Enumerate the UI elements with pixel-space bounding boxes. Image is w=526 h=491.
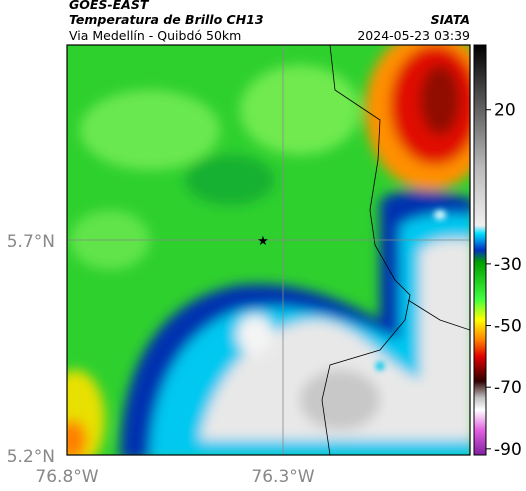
lat-label: 5.2°N [7, 447, 55, 467]
region: Via Medellín - Quibdó 50km [69, 28, 241, 43]
colorbar-tick-label: -70 [494, 378, 522, 398]
map-frame [66, 44, 471, 456]
colorbar-tick-label: -30 [494, 255, 522, 275]
source: SIATA [431, 12, 470, 27]
lat-label: 5.7°N [7, 232, 55, 252]
lon-label: 76.8°W [35, 467, 98, 487]
lon-label: 76.3°W [251, 467, 314, 487]
colorbar [473, 44, 487, 456]
svg-text:★: ★ [257, 234, 269, 249]
colorbar-tick-label: -50 [494, 317, 522, 337]
product: Temperatura de Brillo CH13 [69, 12, 264, 27]
satellite-image: ★ [67, 45, 470, 455]
colorbar-tick-label: 20 [494, 101, 516, 121]
satellite: GOES-EAST [69, 0, 150, 12]
timestamp: 2024-05-23 03:39 [357, 28, 470, 43]
colorbar-tick-label: -90 [494, 440, 522, 460]
